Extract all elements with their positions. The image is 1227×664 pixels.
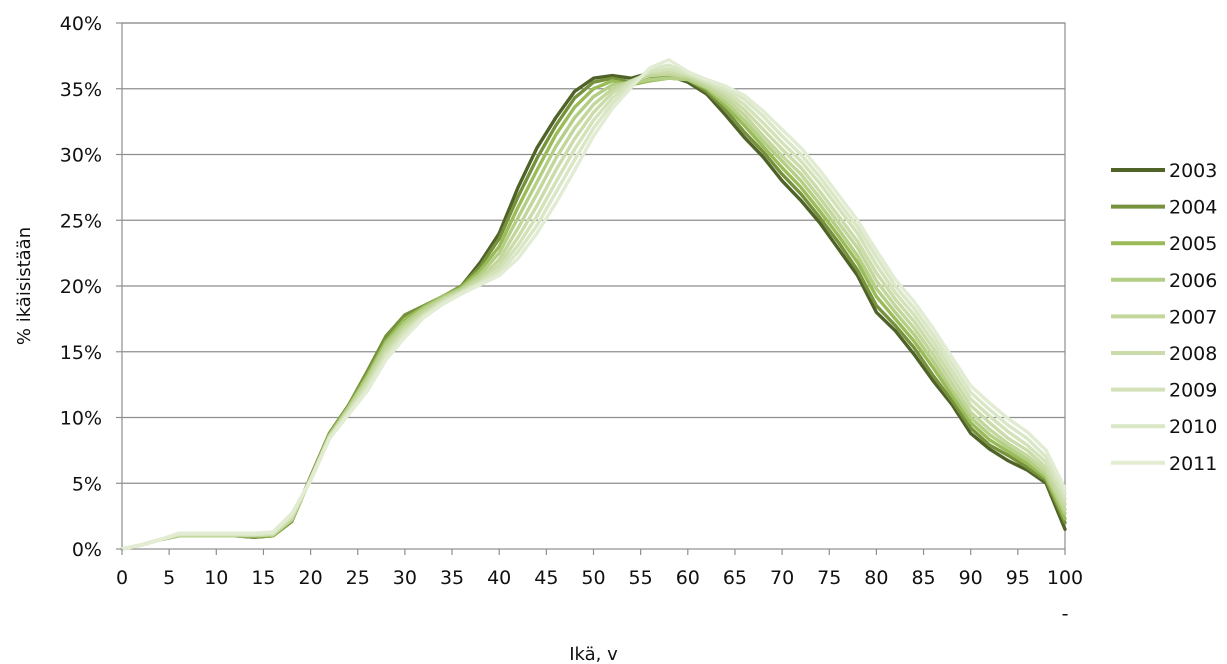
x-tick-label: 30	[393, 567, 417, 589]
series-lines	[120, 58, 1067, 551]
x-tick-label: 80	[864, 567, 888, 589]
y-tick-label: 35%	[60, 79, 102, 101]
x-tick-label: 85	[911, 567, 935, 589]
x-tick-label: 100	[1047, 567, 1083, 589]
x-tick-label: 75	[817, 567, 841, 589]
x-tick-label: 40	[487, 567, 511, 589]
x-tick-label: 90	[959, 567, 983, 589]
x-tick-label: 5	[163, 567, 175, 589]
legend-label-2009: 2009	[1169, 380, 1217, 402]
legend-label-2005: 2005	[1169, 233, 1217, 255]
y-tick-label: 30%	[60, 145, 102, 167]
legend-label-2011: 2011	[1169, 453, 1217, 475]
legend-label-2006: 2006	[1169, 270, 1217, 292]
y-tick-label: 0%	[72, 539, 102, 561]
y-tick-label: 25%	[60, 210, 102, 232]
x-tick-label: 70	[770, 567, 794, 589]
x-axis-extra-tick-label: -	[1062, 603, 1069, 625]
y-tick-label: 20%	[60, 276, 102, 298]
x-axis-ticks: 0 5 10 15 20 25 30 35 40 45 50 55 60 65 70 75 80 85 90 95 10…	[116, 549, 1083, 589]
y-tick-label: 40%	[60, 13, 102, 35]
grid-lines	[122, 22, 1065, 484]
legend-label-2008: 2008	[1169, 343, 1217, 365]
x-tick-label: 55	[629, 567, 653, 589]
x-tick-label: 20	[299, 567, 323, 589]
x-tick-label: 50	[581, 567, 605, 589]
x-tick-label: 65	[723, 567, 747, 589]
y-axis-ticks: 0% 5% 10% 15% 20% 25% 30% 35% 40%	[60, 13, 122, 561]
legend-label-2010: 2010	[1169, 416, 1217, 438]
x-tick-label: 10	[204, 567, 228, 589]
legend-label-2007: 2007	[1169, 306, 1217, 328]
series-line-2011	[120, 58, 1067, 551]
legend: 2003 2004 2005 2006 2007 2008 2009 2010 2011	[1111, 160, 1217, 475]
legend-label-2004: 2004	[1169, 197, 1217, 219]
y-axis-title: % ikäisistään	[14, 227, 35, 345]
y-tick-label: 10%	[60, 408, 102, 430]
x-tick-label: 15	[251, 567, 275, 589]
x-tick-label: 0	[116, 567, 128, 589]
y-tick-label: 15%	[60, 342, 102, 364]
y-tick-label: 5%	[72, 473, 102, 495]
x-tick-label: 95	[1006, 567, 1030, 589]
x-tick-label: 35	[440, 567, 464, 589]
x-axis-title: Ikä, v	[569, 644, 618, 664]
x-tick-label: 45	[534, 567, 558, 589]
legend-label-2003: 2003	[1169, 160, 1217, 182]
x-tick-label: 60	[676, 567, 700, 589]
x-tick-label: 25	[346, 567, 370, 589]
